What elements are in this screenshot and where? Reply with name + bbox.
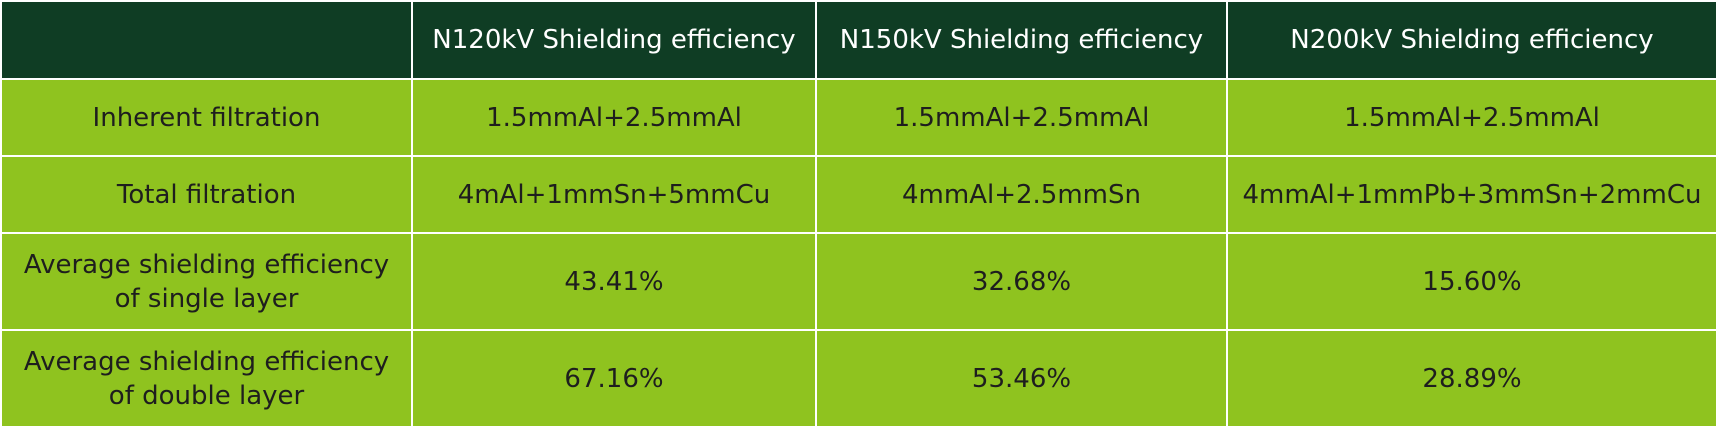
cell-n150kv: 4mmAl+2.5mmSn: [815, 155, 1228, 234]
table-row-total-filtration: Total filtration 4mAl+1mmSn+5mmCu 4mmAl+…: [0, 155, 1716, 234]
cell-n200kv: 4mmAl+1mmPb+3mmSn+2mmCu: [1226, 155, 1716, 234]
cell-n150kv: 32.68%: [815, 232, 1228, 331]
header-n120kv: N120kV Shielding efficiency: [411, 0, 817, 80]
table-row-single-layer: Average shielding efficiency of single l…: [0, 232, 1716, 331]
header-n150kv: N150kV Shielding efficiency: [815, 0, 1228, 80]
row-label-line: of single layer: [114, 283, 299, 314]
row-label-line: Total filtration: [116, 179, 297, 210]
row-label-line: Average shielding efficiency: [23, 249, 390, 280]
row-label-line: Average shielding efficiency: [23, 346, 390, 377]
cell-n200kv: 15.60%: [1226, 232, 1716, 331]
row-label: Average shielding efficiency of single l…: [0, 232, 413, 331]
cell-n120kv: 67.16%: [411, 329, 817, 428]
header-n200kv: N200kV Shielding efficiency: [1226, 0, 1716, 80]
header-row: N120kV Shielding efficiency N150kV Shiel…: [0, 0, 1716, 80]
cell-n120kv: 1.5mmAl+2.5mmAl: [411, 78, 817, 157]
row-label: Total filtration: [0, 155, 413, 234]
cell-n120kv: 43.41%: [411, 232, 817, 331]
row-label: Average shielding efficiency of double l…: [0, 329, 413, 428]
row-label: Inherent filtration: [0, 78, 413, 157]
row-label-line: Inherent filtration: [92, 102, 321, 133]
cell-n200kv: 1.5mmAl+2.5mmAl: [1226, 78, 1716, 157]
cell-n150kv: 53.46%: [815, 329, 1228, 428]
header-corner-cell: [0, 0, 413, 80]
table-row-double-layer: Average shielding efficiency of double l…: [0, 329, 1716, 428]
cell-n120kv: 4mAl+1mmSn+5mmCu: [411, 155, 817, 234]
table-row-inherent-filtration: Inherent filtration 1.5mmAl+2.5mmAl 1.5m…: [0, 78, 1716, 157]
cell-n200kv: 28.89%: [1226, 329, 1716, 428]
row-label-line: of double layer: [108, 380, 305, 411]
cell-n150kv: 1.5mmAl+2.5mmAl: [815, 78, 1228, 157]
